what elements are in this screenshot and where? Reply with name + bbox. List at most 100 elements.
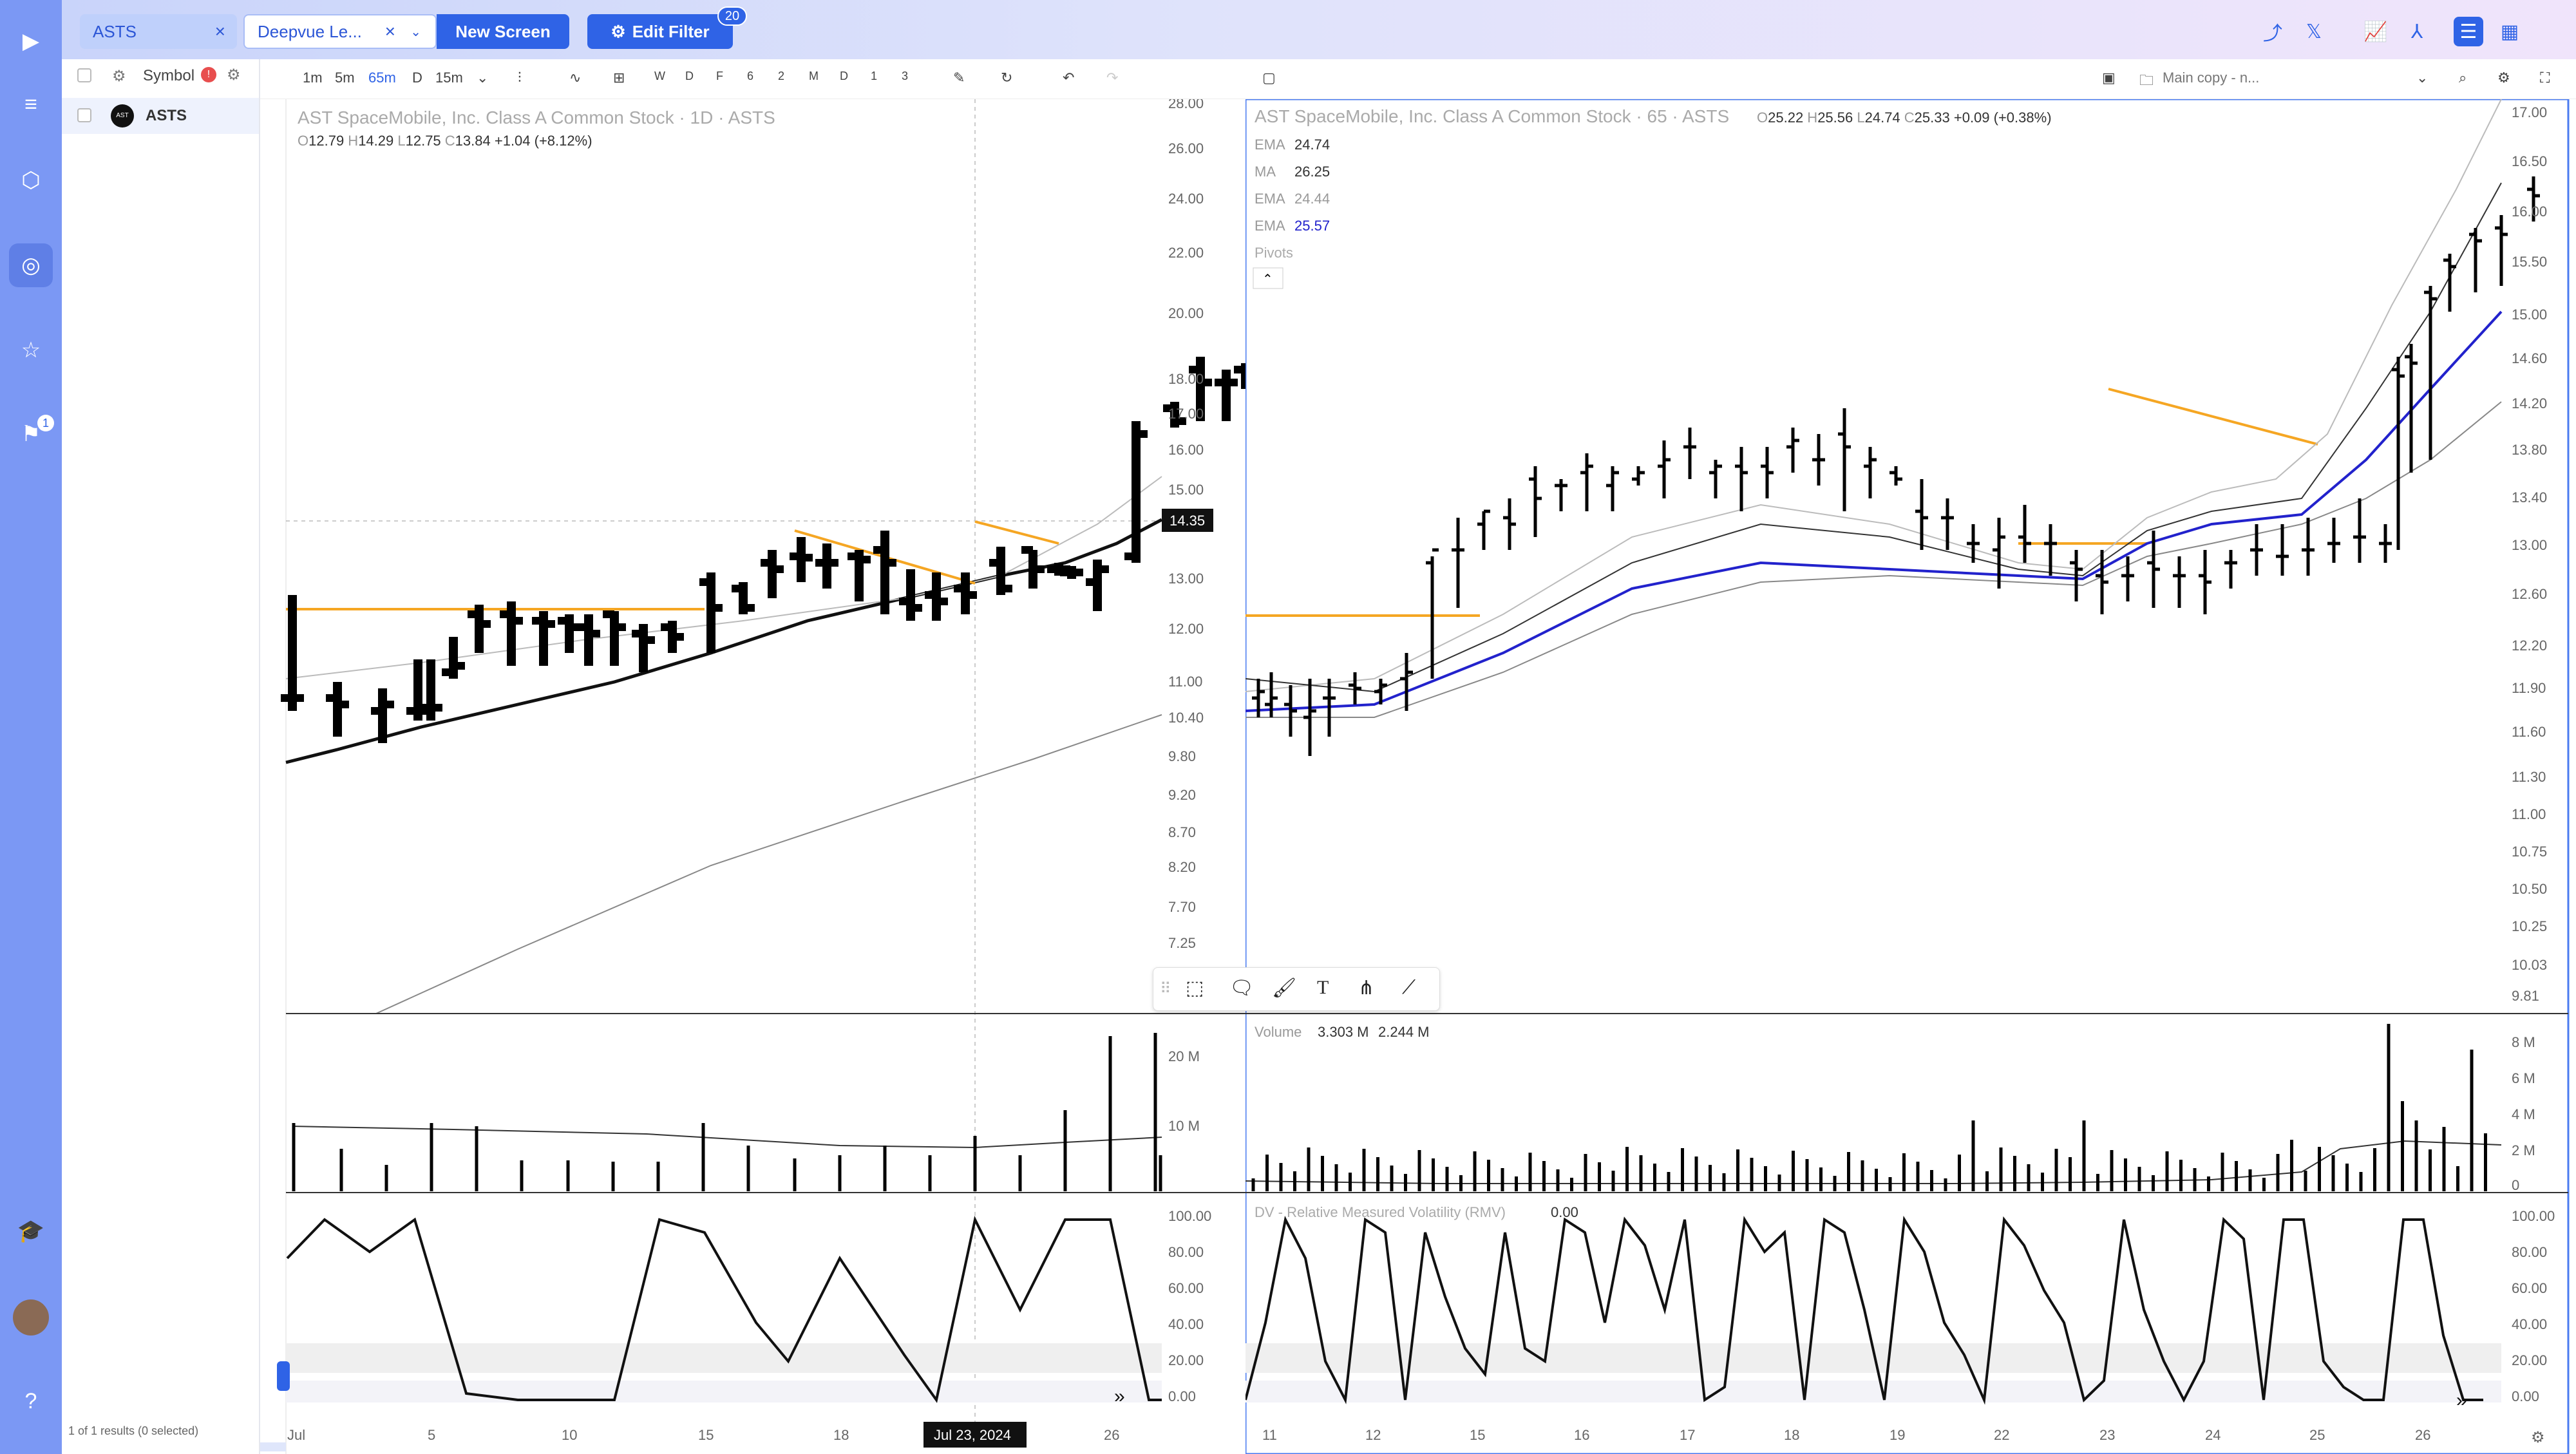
layout-name[interactable]: Main copy - n... xyxy=(2163,70,2260,86)
menu-icon[interactable]: ≡ xyxy=(24,91,37,117)
gear-icon[interactable]: ⚙ xyxy=(2497,70,2510,86)
drag-handle-icon[interactable]: ⠿ xyxy=(1160,980,1171,997)
window-icon[interactable]: ▣ xyxy=(2102,70,2116,86)
chevron-down-icon[interactable]: ⌄ xyxy=(477,70,489,86)
layout-icon[interactable]: ⊞ xyxy=(613,70,625,86)
ma-line xyxy=(285,476,1162,679)
svg-text:18.00: 18.00 xyxy=(1168,371,1204,387)
tab-asts[interactable]: ASTS × xyxy=(80,14,237,49)
fullscreen-icon[interactable]: ⛶ xyxy=(2540,70,2550,86)
help-icon[interactable]: ? xyxy=(24,1388,37,1413)
collapse-legend-button[interactable] xyxy=(1253,267,1283,289)
column-header-symbol[interactable]: Symbol xyxy=(143,67,195,84)
svg-text:18: 18 xyxy=(1784,1427,1799,1443)
svg-text:10.40: 10.40 xyxy=(1168,710,1204,726)
line-tool-icon[interactable]: ⟋ xyxy=(1402,977,1416,998)
period-6[interactable]: 6 xyxy=(747,70,754,82)
svg-text:10.75: 10.75 xyxy=(2512,844,2547,860)
share-icon[interactable]: ⤴ xyxy=(2263,23,2282,44)
svg-text:26.25: 26.25 xyxy=(1294,164,1330,180)
svg-text:19: 19 xyxy=(1889,1427,1905,1443)
period-f[interactable]: F xyxy=(716,70,723,82)
right-price-axis: 17.00 16.50 16.00 15.50 15.00 14.60 14.2… xyxy=(2512,104,2547,1004)
svg-text:12.20: 12.20 xyxy=(2512,637,2547,654)
split-icon[interactable]: ⅄ xyxy=(2410,21,2423,42)
scroll-right-icon[interactable]: » xyxy=(2456,1390,2467,1411)
scrollbar[interactable] xyxy=(260,1442,286,1451)
chart-icon[interactable]: 📈 xyxy=(2363,21,2388,42)
interval-d[interactable]: D xyxy=(412,70,422,86)
chevron-down-icon[interactable]: ⌄ xyxy=(410,24,421,39)
period-d2[interactable]: D xyxy=(840,70,848,82)
gear-icon[interactable]: ⚙ xyxy=(227,66,241,84)
interval-1m[interactable]: 1m xyxy=(303,70,323,86)
new-screen-button[interactable]: New Screen xyxy=(437,14,569,49)
svg-text:11.30: 11.30 xyxy=(2512,769,2546,785)
close-icon[interactable]: × xyxy=(214,21,225,41)
rectangle-tool-icon[interactable]: ⬚ xyxy=(1186,977,1204,999)
avatar[interactable] xyxy=(13,1299,49,1336)
grid-view-icon[interactable]: ▦ xyxy=(2500,21,2519,42)
cube-icon[interactable]: ⬡ xyxy=(21,168,41,193)
screener-icon[interactable]: ◎ xyxy=(9,243,53,287)
brush-tool-icon[interactable]: 🖌 xyxy=(1272,977,1297,999)
ma-long-line xyxy=(375,714,1162,1014)
svg-text:8 M: 8 M xyxy=(2512,1034,2535,1050)
crosshair-date: Jul 23, 2024 xyxy=(934,1427,1011,1443)
period-1[interactable]: 1 xyxy=(871,70,878,82)
collapse-handle[interactable] xyxy=(277,1361,290,1391)
period-m[interactable]: M xyxy=(809,70,819,82)
bar-style-icon[interactable]: ⫶ xyxy=(518,70,522,86)
callout-tool-icon[interactable]: 🗨 xyxy=(1229,977,1255,999)
chevron-down-icon[interactable]: ⌄ xyxy=(2416,70,2429,86)
filter-count-badge: 20 xyxy=(717,6,747,26)
period-2[interactable]: 2 xyxy=(778,70,785,82)
settings-icon[interactable]: ⚙ xyxy=(2531,1429,2545,1446)
search-icon[interactable]: ⌕ xyxy=(2459,70,2467,86)
settings-icon[interactable]: ⚙ xyxy=(112,68,126,85)
logo-icon[interactable]: ▶ xyxy=(22,29,40,53)
period-3[interactable]: 3 xyxy=(902,70,909,82)
redo-icon[interactable]: ↷ xyxy=(1106,70,1119,86)
x-icon[interactable]: 𝕏 xyxy=(2306,21,2322,42)
text-tool-icon[interactable]: T xyxy=(1317,977,1329,998)
svg-text:80.00: 80.00 xyxy=(1168,1244,1204,1260)
edit-filter-button[interactable]: ⚙ Edit Filter xyxy=(587,14,733,49)
undo-icon[interactable]: ↶ xyxy=(1063,70,1075,86)
refresh-icon[interactable]: ↻ xyxy=(1001,70,1013,86)
svg-text:0.00: 0.00 xyxy=(1168,1388,1196,1404)
calendar-icon[interactable]: ▢ xyxy=(1262,70,1276,86)
svg-text:7.25: 7.25 xyxy=(1168,935,1196,951)
svg-text:100.00: 100.00 xyxy=(2512,1208,2555,1224)
scroll-right-icon[interactable]: » xyxy=(1114,1386,1125,1407)
indicators-icon[interactable]: ∿ xyxy=(569,70,582,86)
svg-text:16.00: 16.00 xyxy=(1168,442,1204,458)
svg-text:15.50: 15.50 xyxy=(2512,254,2547,270)
svg-text:15.00: 15.00 xyxy=(2512,307,2547,323)
select-all-checkbox[interactable] xyxy=(77,68,91,82)
row-checkbox[interactable] xyxy=(77,108,91,122)
rmv-label: DV - Relative Measured Volatility (RMV) xyxy=(1255,1204,1506,1220)
volume-ma-value: 2.244 M xyxy=(1378,1024,1430,1040)
period-d[interactable]: D xyxy=(685,70,694,82)
ma-line xyxy=(1245,401,2502,718)
pencil-icon[interactable]: ✎ xyxy=(953,70,965,86)
svg-text:Pivots: Pivots xyxy=(1255,245,1293,261)
education-icon[interactable]: 🎓 xyxy=(17,1219,45,1243)
interval-5m[interactable]: 5m xyxy=(335,70,355,86)
table-row[interactable]: AST ASTS xyxy=(62,98,259,134)
svg-text:EMA: EMA xyxy=(1255,137,1285,153)
period-w[interactable]: W xyxy=(654,70,665,82)
star-icon[interactable]: ☆ xyxy=(21,338,41,363)
fib-tool-icon[interactable]: ⋔ xyxy=(1358,977,1375,999)
daily-chart[interactable]: AST SpaceMobile, Inc. Class A Common Sto… xyxy=(260,99,1245,1454)
tab-deepvue[interactable]: Deepvue Le... × ⌄ xyxy=(243,14,437,49)
price-marker-label: 14.35 xyxy=(1170,513,1205,529)
list-view-icon[interactable]: ☰ xyxy=(2454,17,2483,46)
svg-text:9.81: 9.81 xyxy=(2512,988,2539,1004)
intraday-chart[interactable]: AST SpaceMobile, Inc. Class A Common Sto… xyxy=(1245,99,2576,1454)
close-icon[interactable]: × xyxy=(384,21,395,41)
interval-15m[interactable]: 15m xyxy=(435,70,463,86)
folder-icon[interactable]: 🗀 xyxy=(2139,72,2154,88)
interval-65m[interactable]: 65m xyxy=(368,70,396,86)
